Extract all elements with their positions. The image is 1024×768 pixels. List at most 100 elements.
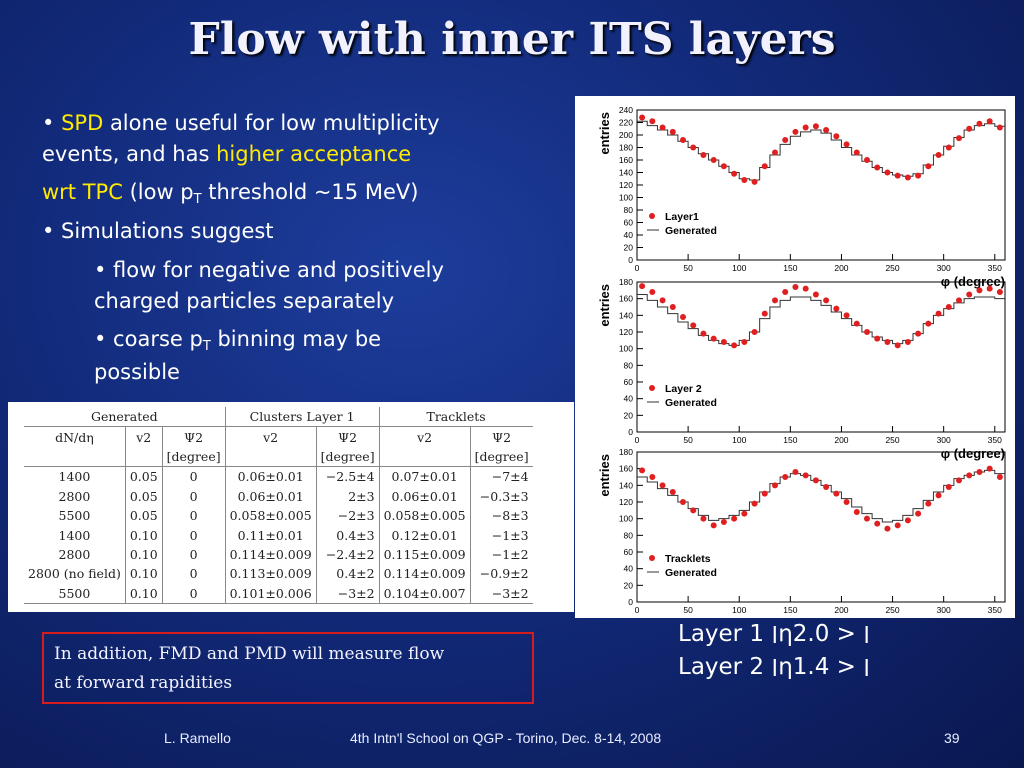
plot-2-point	[976, 469, 983, 475]
plot-2-xtick-label: 0	[635, 605, 640, 615]
plot-0-point	[802, 124, 809, 131]
unit-0	[24, 446, 126, 468]
plot-0-generated-line	[637, 120, 1005, 181]
plot-1-point	[986, 285, 993, 292]
table-cell: 5500	[24, 583, 126, 604]
plot-1-point	[812, 291, 819, 298]
col-v2-cl: v2	[224, 426, 317, 447]
unit-3	[224, 446, 317, 468]
results-table: Generated Clusters Layer 1 Tracklets dN/…	[24, 407, 533, 604]
plot-0-ytick-label: 220	[619, 118, 633, 128]
plot-1-point	[915, 330, 922, 337]
plot-0-point	[864, 157, 870, 163]
table-cell: 0.4±2	[315, 564, 380, 584]
plot-2-point	[700, 515, 707, 522]
plot-0-point	[976, 120, 983, 127]
bullet-1-line3: wrt TPC (low pT threshold ~15 MeV)	[42, 177, 418, 208]
col-psi2-tr: Ψ2	[469, 426, 533, 447]
plot-1-ytick-label: 160	[619, 294, 633, 304]
table-cell: 2800 (no field)	[28, 566, 121, 582]
plot-1-xlabel: φ (degree)	[941, 446, 1005, 461]
table-cell: 0	[161, 583, 226, 604]
bullet-4-line1: • coarse pT binning may be	[94, 324, 381, 355]
table-cell: 0.06±0.01	[378, 486, 471, 506]
plot-2-point	[690, 507, 697, 514]
table-cell: −3±2	[469, 583, 533, 604]
plot-1-ytick-label: 180	[619, 277, 633, 287]
coarse-pt-text: • coarse p	[94, 327, 203, 351]
plot-0-ytick-label: 20	[624, 243, 634, 253]
unit-1	[124, 446, 163, 468]
table-cell: 0.05	[124, 486, 163, 506]
plot-0-point	[823, 127, 830, 133]
plot-2-point	[741, 510, 748, 517]
plot-0-point	[915, 172, 922, 179]
plot-1-ytick-label: 20	[624, 410, 634, 420]
plot-0-ytick-label: 140	[619, 168, 633, 178]
spd-text: SPD	[61, 111, 104, 135]
plot-1-point	[710, 335, 717, 342]
plot-0-point	[710, 157, 717, 163]
plot-2-point	[884, 525, 891, 532]
binning-text: binning may be	[217, 327, 382, 351]
table-cell: 0.104±0.007	[378, 583, 471, 604]
plot-2-legend-generated: Generated	[665, 567, 717, 579]
plot-0-point	[904, 174, 911, 181]
plot-2-point	[812, 477, 819, 484]
plot-0-point	[669, 128, 676, 135]
plot-1-point	[690, 322, 697, 329]
plot-2-xtick-label: 100	[732, 605, 746, 615]
plot-1-point	[894, 342, 901, 349]
plot-1-point	[956, 297, 962, 304]
plot-2-point	[843, 499, 850, 505]
plot-0-point	[874, 164, 881, 171]
plot-0-point	[680, 137, 686, 143]
plot-0-ytick-label: 80	[624, 205, 634, 215]
group-generated: Generated	[24, 407, 226, 428]
plot-1-xtick-label: 250	[885, 435, 899, 445]
table-cell: 0.05	[124, 505, 163, 526]
plot-0-ytick-label: 120	[619, 180, 633, 190]
plot-0-ylabel: entries	[597, 112, 612, 155]
plot-2-ytick-label: 180	[619, 447, 633, 457]
table-subheader: dN/dη v2 Ψ2 v2 Ψ2 v2 Ψ2	[24, 426, 533, 447]
col-v2-tr: v2	[378, 426, 471, 447]
plot-1-point	[833, 305, 840, 312]
plot-0-point	[731, 170, 738, 177]
plot-0-point	[843, 141, 850, 148]
bullet-1-line1: • SPD alone useful for low multiplicity	[42, 108, 440, 139]
plot-0-point	[884, 169, 891, 176]
table-cell: 2±3	[315, 486, 380, 506]
plot-0-ytick-label: 40	[624, 230, 634, 240]
plot-2-ytick-label: 20	[624, 580, 634, 590]
plot-0-legend-points: Layer1	[665, 211, 699, 223]
bullet-1-line2: events, and has higher acceptance	[42, 139, 411, 170]
plot-0-point	[649, 118, 656, 125]
table-cell: 2800	[58, 546, 91, 562]
plot-0-point	[996, 124, 1003, 131]
plot-2-xtick-label: 300	[937, 605, 951, 615]
plot-1-point	[976, 287, 983, 294]
plot-0-point	[751, 178, 758, 185]
plot-1-point	[659, 297, 666, 304]
plot-1-xtick-label: 350	[988, 435, 1002, 445]
plot-1-point	[823, 297, 830, 304]
table-cell: 0.06±0.01	[224, 486, 317, 506]
table-cell: 2800	[58, 488, 91, 504]
plot-2-point	[935, 492, 942, 499]
table-cell: 0	[161, 486, 226, 506]
plot-0-xtick-label: 250	[885, 263, 899, 273]
plot-0-point	[782, 137, 789, 143]
table-cell: 0	[161, 466, 226, 487]
table-row: 2800 (no field) 0.10 0 0.113±0.009 0.4±2 0.11…	[24, 564, 533, 584]
bullet-2: • Simulations suggest	[42, 219, 274, 243]
plot-0-point	[761, 163, 768, 170]
unit-4: [degree]	[315, 446, 380, 468]
plot-0-point	[956, 135, 962, 142]
plot-2-xtick-label: 150	[783, 605, 797, 615]
plot-0-point	[812, 123, 819, 130]
table-cell: 0.114±0.009	[378, 564, 471, 584]
plot-0-legend-marker	[649, 213, 655, 219]
bullet-3-line1: • flow for negative and positively	[94, 258, 444, 282]
